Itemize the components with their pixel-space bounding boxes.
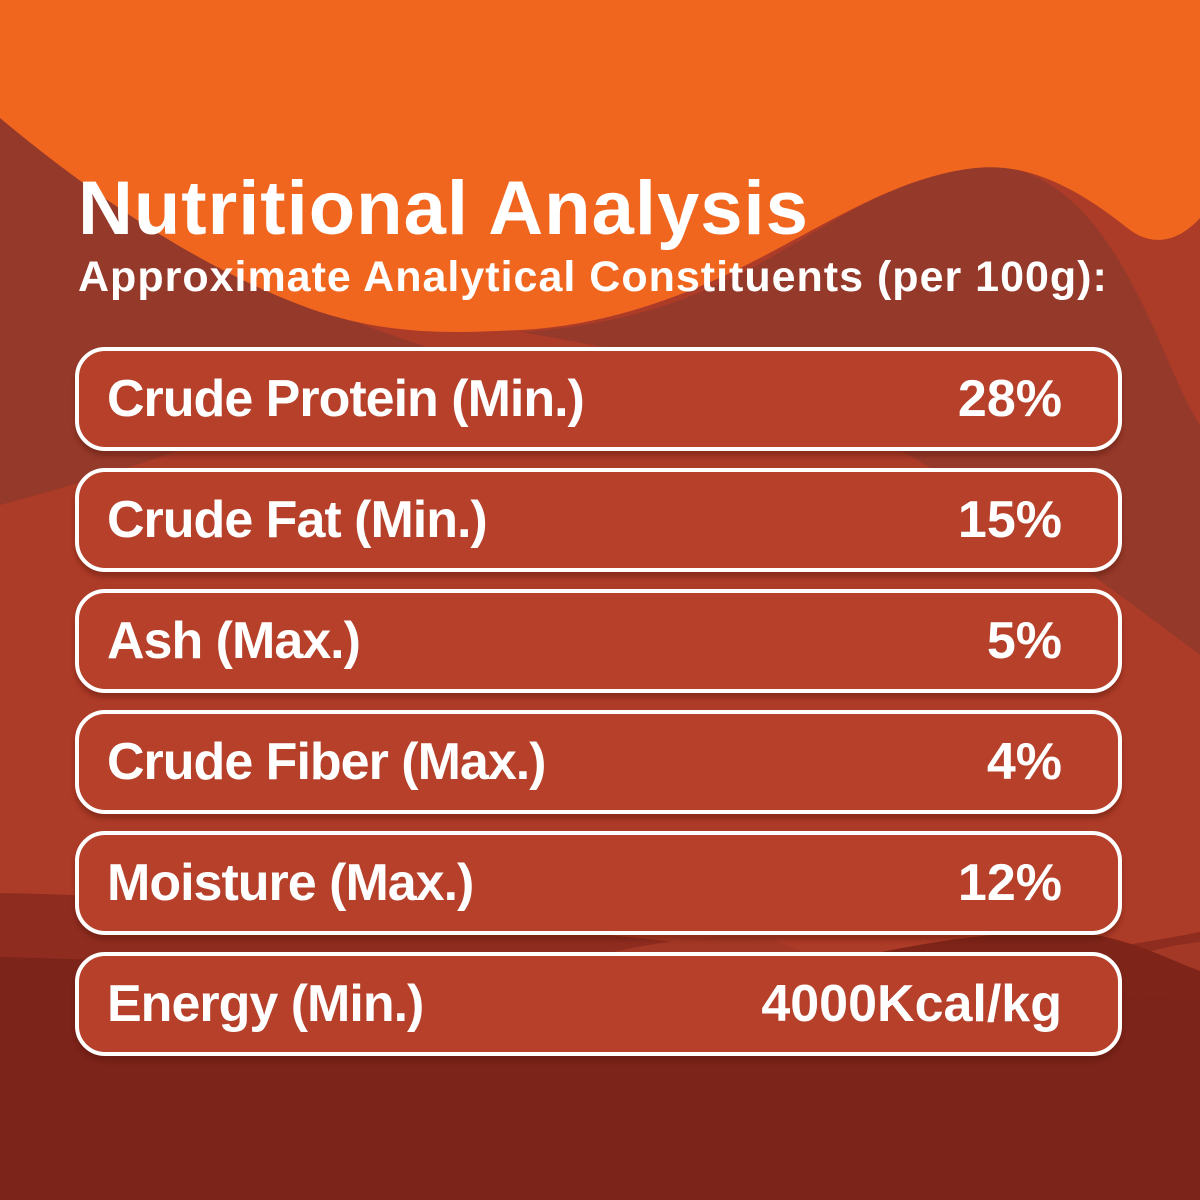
wave-orange-top xyxy=(0,0,1200,333)
nutrient-table: Crude Protein (Min.) 28% Crude Fat (Min.… xyxy=(75,347,1122,1073)
nutrient-label: Ash (Max.) xyxy=(107,612,361,670)
nutrient-row-crude-fiber: Crude Fiber (Max.) 4% xyxy=(75,710,1122,814)
nutrient-label: Crude Fat (Min.) xyxy=(107,491,488,549)
nutrient-value: 12% xyxy=(957,854,1062,912)
nutrient-value: 28% xyxy=(957,370,1062,428)
nutrient-label: Crude Protein (Min.) xyxy=(107,370,585,428)
nutrient-row-crude-fat: Crude Fat (Min.) 15% xyxy=(75,468,1122,572)
nutrient-label: Moisture (Max.) xyxy=(107,854,474,912)
nutrient-label: Energy (Min.) xyxy=(107,975,424,1033)
subtitle: Approximate Analytical Constituents (per… xyxy=(78,253,1108,301)
page-title: Nutritional Analysis xyxy=(78,165,809,251)
nutrient-row-energy: Energy (Min.) 4000Kcal/kg xyxy=(75,952,1122,1056)
nutrient-value: 4000Kcal/kg xyxy=(761,975,1062,1033)
nutrient-row-crude-protein: Crude Protein (Min.) 28% xyxy=(75,347,1122,451)
nutrient-row-ash: Ash (Max.) 5% xyxy=(75,589,1122,693)
nutrient-value: 5% xyxy=(986,612,1062,670)
nutrient-label: Crude Fiber (Max.) xyxy=(107,733,546,791)
nutrient-value: 4% xyxy=(986,733,1062,791)
nutrient-row-moisture: Moisture (Max.) 12% xyxy=(75,831,1122,935)
nutrient-value: 15% xyxy=(957,491,1062,549)
